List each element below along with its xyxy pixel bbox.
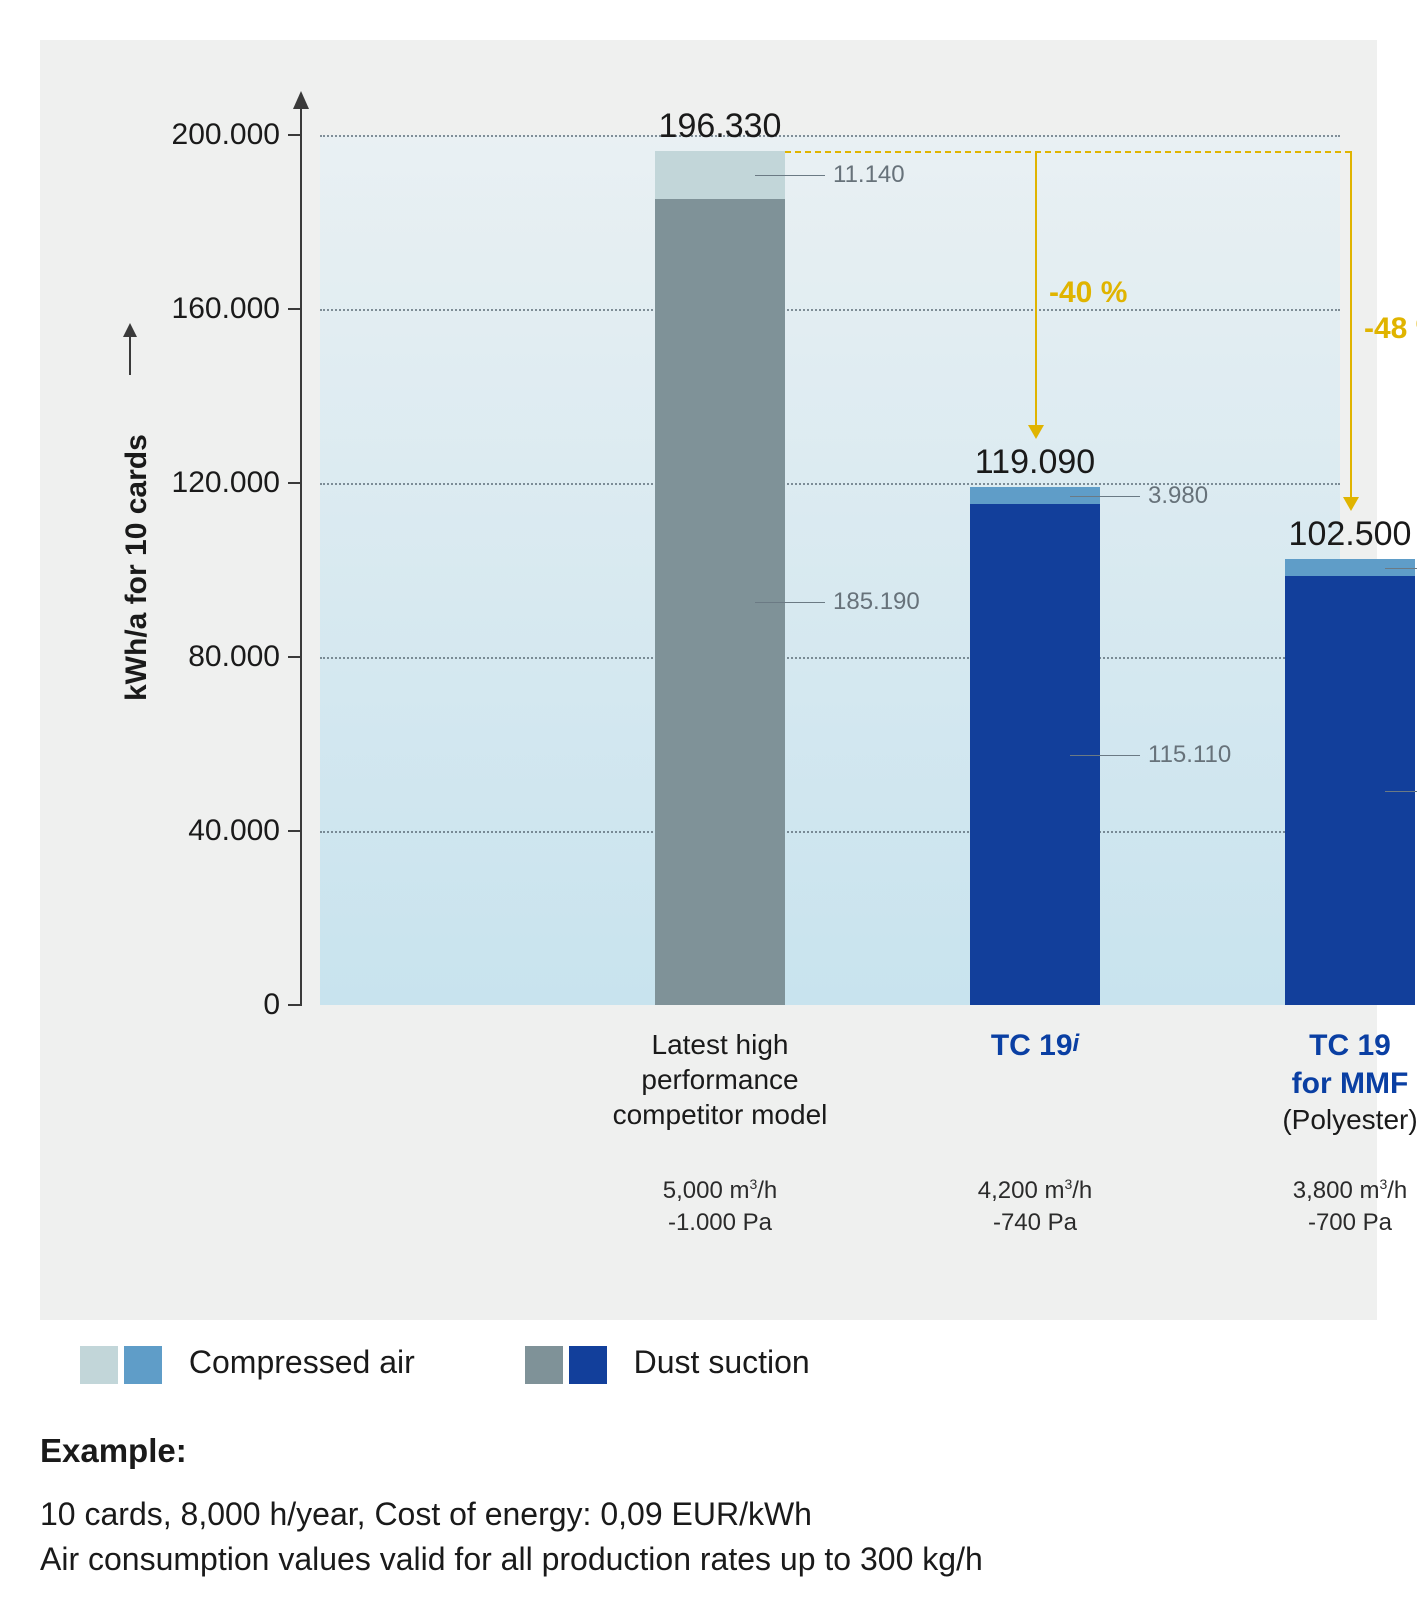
segment-callout-line [1070,755,1140,756]
legend-swatches-compressed-air [80,1346,162,1384]
legend: Compressed air Dust suction [80,1344,1377,1384]
y-tick-label: 120.000 [160,466,280,500]
drop-arrow-vertical [1035,151,1037,427]
legend-item-compressed-air: Compressed air [80,1344,415,1384]
y-axis-tick [288,308,302,310]
drop-arrow-vertical [1350,151,1352,499]
y-axis-line [300,107,302,1005]
y-tick-label: 0 [160,988,280,1022]
y-tick-label: 160.000 [160,292,280,326]
legend-label: Compressed air [189,1344,415,1380]
footer-line: Air consumption values valid for all pro… [40,1537,1377,1582]
drop-arrowhead-icon [1028,425,1044,439]
legend-swatch [80,1346,118,1384]
bar-total-label: 102.500 [1220,515,1417,554]
segment-callout-line [1070,496,1140,497]
drop-arrow-dashed-line [785,151,1351,153]
y-axis-tick [288,134,302,136]
drop-percentage-label: -40 % [1049,276,1127,310]
segment-value-label: 3.980 [1148,482,1208,510]
segment-value-label: 185.190 [833,588,920,616]
legend-label: Dust suction [634,1344,810,1380]
segment-callout-line [1385,791,1417,792]
chart-panel: 0 40.000 80.000 120.000 160.000 200.000 kWh/a … [40,40,1377,1320]
gridline [320,657,1340,659]
drop-arrowhead-icon [1343,497,1359,511]
footer-lead: Example: [40,1428,1377,1474]
plot-background [320,135,1340,1005]
bar-total-label: 119.090 [905,443,1165,482]
footer-line: 10 cards, 8,000 h/year, Cost of energy: … [40,1492,1377,1537]
legend-item-dust-suction: Dust suction [525,1344,810,1384]
gridline [320,831,1340,833]
drop-percentage-label: -48 % [1364,312,1417,346]
y-axis-title-arrow-icon [129,325,131,375]
y-axis-arrowhead-icon [293,91,309,109]
y-axis-tick [288,482,302,484]
gridline [320,309,1340,311]
y-axis-tick [288,656,302,658]
x-category-label: Latest highperformancecompetitor model [570,1027,870,1132]
x-category-sublabel: 4,200 m3/h-740 Pa [905,1175,1165,1240]
y-tick-label: 200.000 [160,118,280,152]
segment-callout-line [1385,568,1417,569]
page-root: 0 40.000 80.000 120.000 160.000 200.000 kWh/a … [0,40,1417,1621]
x-category-sublabel: 5,000 m3/h-1.000 Pa [590,1175,850,1240]
legend-swatch [124,1346,162,1384]
y-axis-tick [288,1004,302,1006]
x-category-sublabel: 3,800 m3/h-700 Pa [1220,1175,1417,1240]
legend-swatches-dust-suction [525,1346,607,1384]
segment-callout-line [755,175,825,176]
segment-value-label: 115.110 [1148,741,1231,769]
y-tick-label: 40.000 [160,814,280,848]
legend-swatch [525,1346,563,1384]
footer-block: Example: 10 cards, 8,000 h/year, Cost of… [40,1428,1377,1582]
y-tick-label: 80.000 [160,640,280,674]
segment-callout-line [755,602,825,603]
y-axis-tick [288,830,302,832]
y-axis-title: kWh/a for 10 cards [120,434,154,701]
x-category-label: TC 19i [885,1027,1185,1065]
bar-total-label: 196.330 [590,107,850,146]
segment-value-label: 11.140 [833,161,905,189]
x-category-label: TC 19for MMF(Polyester) [1200,1027,1417,1137]
legend-swatch [569,1346,607,1384]
